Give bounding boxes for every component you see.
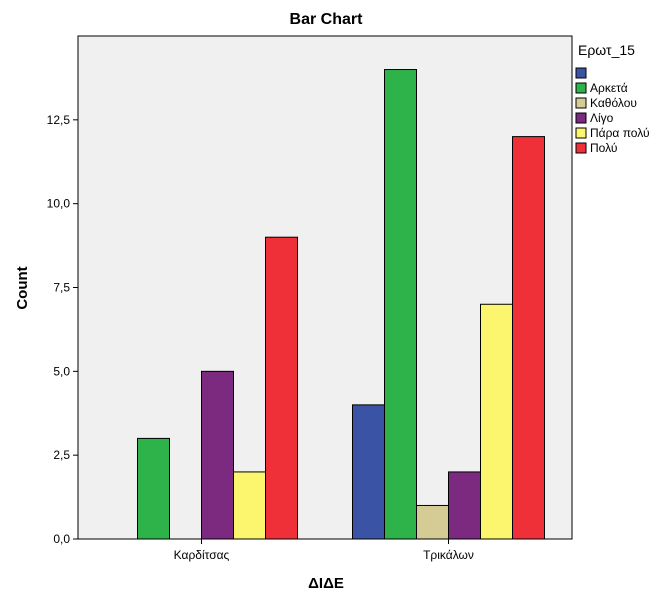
y-tick-label: 5,0 [53, 364, 70, 378]
legend-swatch [575, 127, 587, 139]
legend-label: Πολύ [590, 141, 617, 155]
legend-label: Αρκετά [590, 81, 628, 95]
bar-0-1 [137, 437, 170, 540]
bar-1-4 [480, 303, 513, 540]
x-axis-label: ΔΙΔΕ [308, 575, 344, 592]
legend-swatch [575, 142, 587, 154]
bar-1-5 [512, 136, 545, 540]
y-tick-label: 12,5 [47, 113, 71, 127]
x-tick-label: Τρικάλων [423, 548, 474, 562]
y-axis-ticks: 0,0 2,5 5,0 7,5 10,0 12,5 [47, 113, 78, 546]
bar-1-1 [384, 69, 417, 540]
legend-label: Λίγο [590, 111, 614, 125]
legend-swatch [575, 82, 587, 94]
y-tick-label: 0,0 [53, 532, 70, 546]
legend-swatch [575, 112, 587, 124]
bar-0-5 [265, 236, 298, 540]
legend-label: Καθόλου [590, 96, 637, 110]
y-tick-label: 10,0 [47, 197, 71, 211]
x-axis-ticks: Καρδίτσας Τρικάλων [174, 539, 474, 562]
x-tick-label: Καρδίτσας [174, 548, 230, 562]
y-tick-label: 2,5 [53, 448, 70, 462]
legend-label: Πάρα πολύ [590, 126, 650, 140]
bar-1-0 [352, 404, 385, 540]
legend-title: Ερωτ_15 [578, 42, 635, 58]
bar-1-2 [416, 504, 449, 540]
legend-swatch [575, 97, 587, 109]
bar-0-4 [233, 471, 266, 540]
bar-0-3 [201, 370, 234, 540]
legend-swatch [575, 67, 587, 79]
y-axis-label: Count [14, 266, 31, 309]
bars [137, 69, 545, 540]
y-tick-label: 7,5 [53, 281, 70, 295]
bar-1-3 [448, 471, 481, 540]
chart-title: Bar Chart [290, 11, 364, 28]
